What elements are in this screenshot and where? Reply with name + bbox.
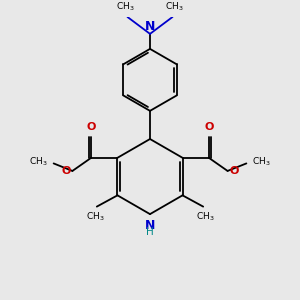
Text: O: O [61,166,70,176]
Text: CH$_3$: CH$_3$ [252,155,271,168]
Text: CH$_3$: CH$_3$ [196,210,214,223]
Text: N: N [145,219,155,232]
Text: N: N [145,20,155,33]
Text: O: O [86,122,96,132]
Text: O: O [204,122,214,132]
Text: CH$_3$: CH$_3$ [85,210,104,223]
Text: CH$_3$: CH$_3$ [29,155,48,168]
Text: H: H [146,227,154,237]
Text: CH$_3$: CH$_3$ [116,1,135,13]
Text: CH$_3$: CH$_3$ [165,1,184,13]
Text: O: O [230,166,239,176]
